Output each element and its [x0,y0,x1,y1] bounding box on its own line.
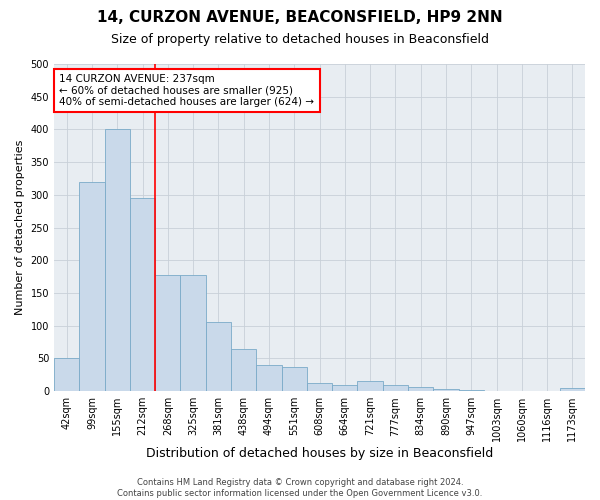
Bar [256,365,281,391]
Text: Size of property relative to detached houses in Beaconsfield: Size of property relative to detached ho… [111,32,489,46]
Bar [307,384,332,391]
Bar [560,388,585,391]
Bar [509,390,535,391]
Bar [79,182,104,391]
X-axis label: Distribution of detached houses by size in Beaconsfield: Distribution of detached houses by size … [146,447,493,460]
Bar [433,389,458,391]
Bar [130,198,155,391]
Text: 14, CURZON AVENUE, BEACONSFIELD, HP9 2NN: 14, CURZON AVENUE, BEACONSFIELD, HP9 2NN [97,10,503,25]
Bar [383,384,408,391]
Text: 14 CURZON AVENUE: 237sqm
← 60% of detached houses are smaller (925)
40% of semi-: 14 CURZON AVENUE: 237sqm ← 60% of detach… [59,74,314,107]
Bar [104,130,130,391]
Y-axis label: Number of detached properties: Number of detached properties [15,140,25,316]
Bar [358,382,383,391]
Bar [332,384,358,391]
Bar [155,274,181,391]
Bar [206,322,231,391]
Bar [54,358,79,391]
Bar [181,274,206,391]
Bar [231,348,256,391]
Bar [281,367,307,391]
Bar [458,390,484,391]
Bar [408,388,433,391]
Text: Contains HM Land Registry data © Crown copyright and database right 2024.
Contai: Contains HM Land Registry data © Crown c… [118,478,482,498]
